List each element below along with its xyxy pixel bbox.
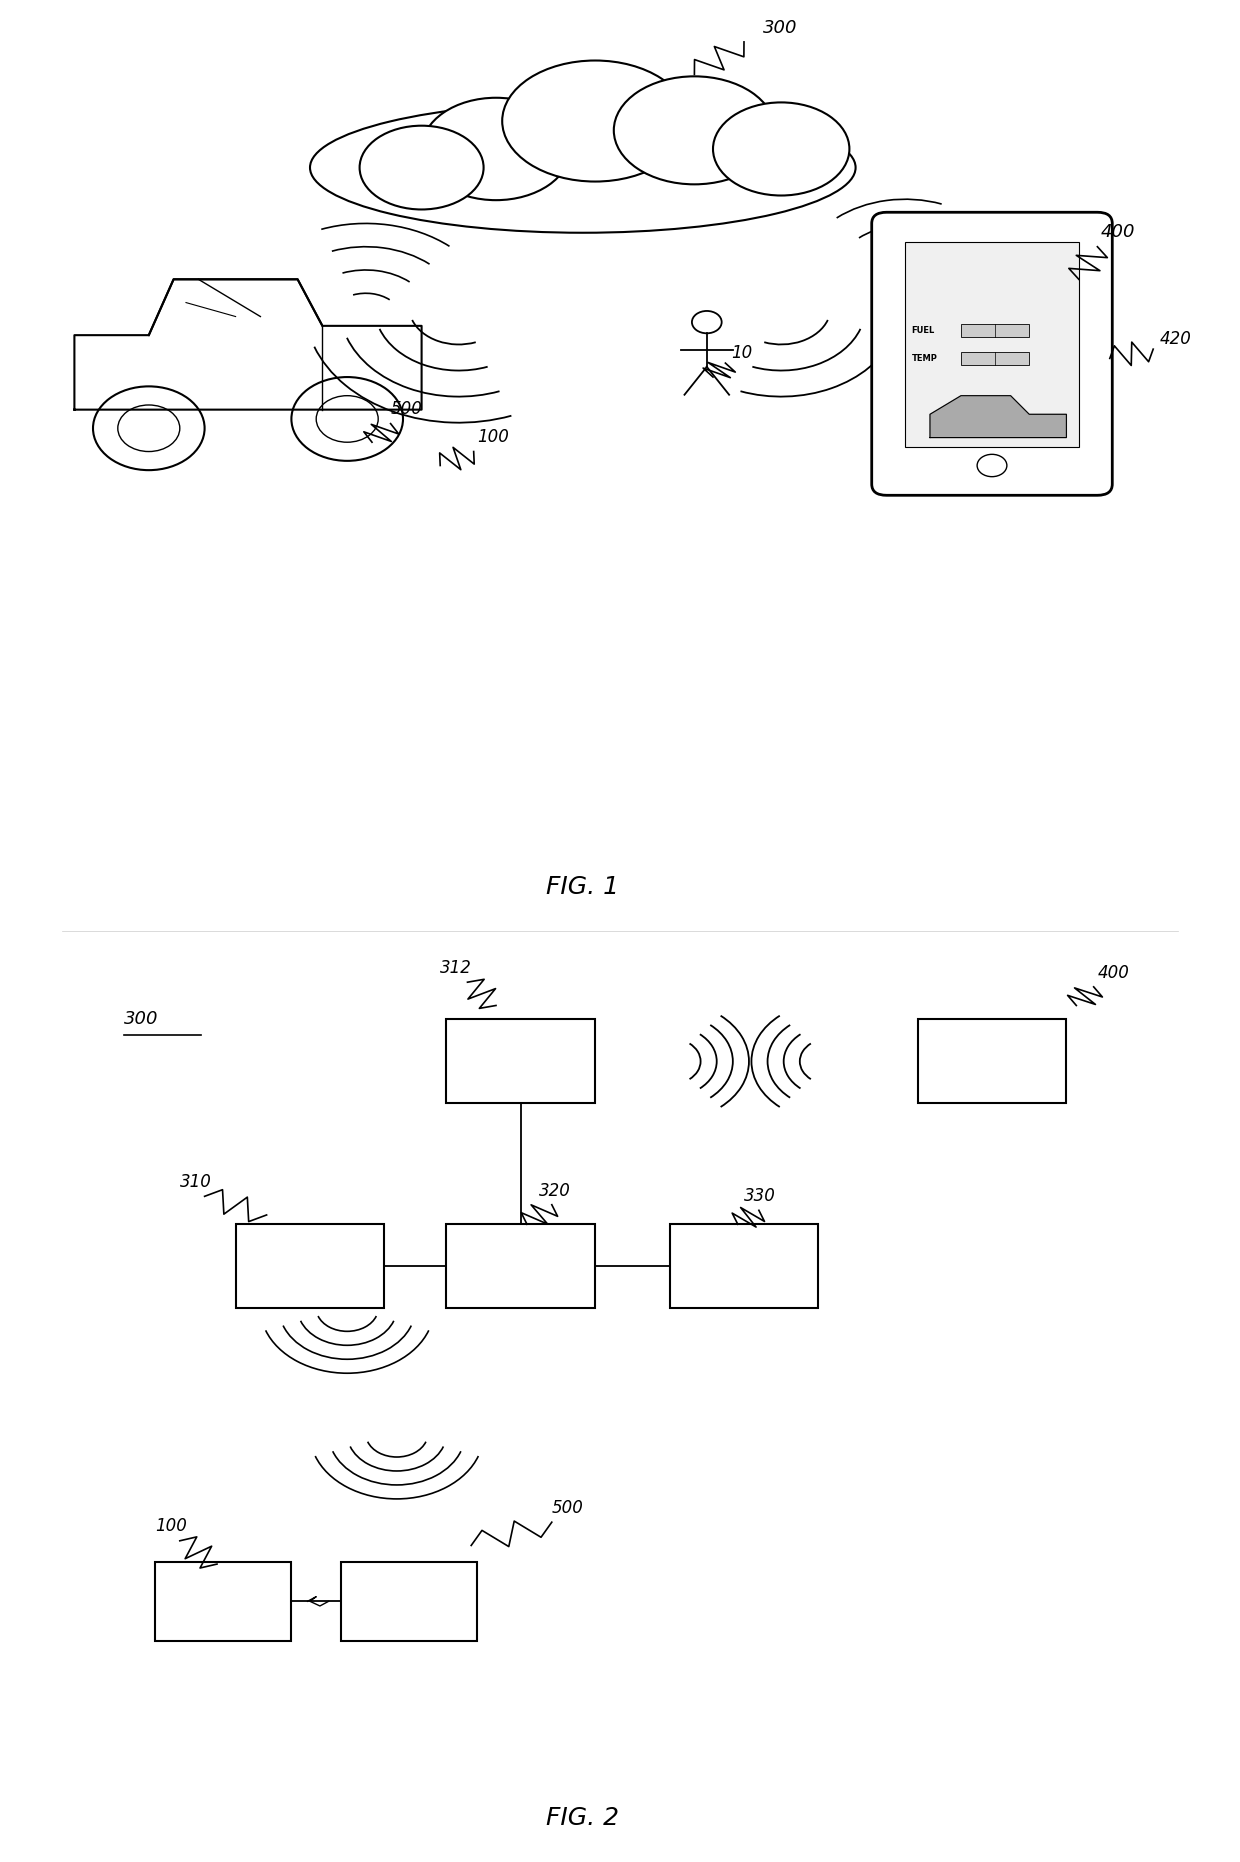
Polygon shape [930,397,1066,438]
Text: FUEL: FUEL [911,326,935,335]
Bar [670,1225,818,1309]
Text: 10: 10 [732,344,753,363]
Text: 420: 420 [1159,330,1192,348]
Text: 400: 400 [1097,963,1130,981]
Bar [446,1225,595,1309]
Ellipse shape [310,102,856,233]
Bar [905,242,1079,447]
Ellipse shape [360,127,484,210]
Text: 312: 312 [440,959,472,978]
Bar [961,352,1029,365]
Text: 500: 500 [391,400,423,419]
Ellipse shape [713,102,849,196]
Text: 300: 300 [124,1009,159,1028]
Bar [341,1562,477,1640]
Bar [961,324,1029,337]
Bar [155,1562,291,1640]
Text: 320: 320 [539,1182,572,1201]
Text: 330: 330 [744,1186,776,1205]
FancyBboxPatch shape [872,212,1112,495]
Text: 300: 300 [763,19,797,37]
Text: FIG. 2: FIG. 2 [547,1806,619,1830]
Text: 500: 500 [552,1499,584,1518]
Text: 400: 400 [1101,223,1136,242]
Ellipse shape [422,99,570,201]
Text: TEMP: TEMP [911,354,937,363]
Bar [236,1225,384,1309]
Text: FIG. 1: FIG. 1 [547,875,619,899]
Ellipse shape [614,76,775,184]
Bar [918,1020,1066,1102]
Ellipse shape [502,60,688,182]
Bar [446,1020,595,1102]
Text: 310: 310 [180,1173,212,1192]
Text: 100: 100 [477,428,510,447]
Text: 100: 100 [155,1518,187,1536]
